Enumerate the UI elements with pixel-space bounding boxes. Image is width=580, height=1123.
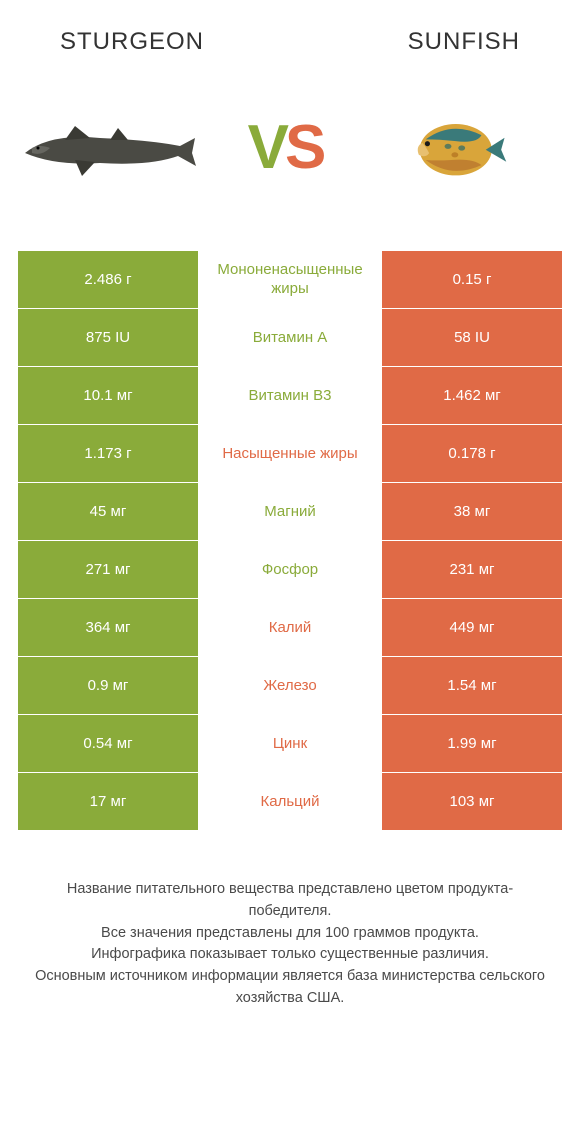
right-value: 103 мг [382,773,562,831]
nutrient-label: Мононенасыщенные жиры [198,251,382,309]
right-value: 38 мг [382,483,562,541]
nutrient-label: Магний [198,483,382,541]
nutrient-label: Железо [198,657,382,715]
footer-line: Название питательного вещества представл… [26,879,554,923]
nutrient-label: Витамин B3 [198,367,382,425]
header: STURGEON SUNFISH [0,0,580,66]
nutrient-label: Витамин A [198,309,382,367]
right-value: 231 мг [382,541,562,599]
table-row: 17 мгКальций103 мг [18,773,562,831]
nutrient-label: Кальций [198,773,382,831]
right-product-title: SUNFISH [408,28,520,56]
sturgeon-image [20,78,200,218]
hero-row: VS [0,66,580,251]
left-value: 271 мг [18,541,198,599]
vs-label: VS [248,112,323,183]
table-row: 0.54 мгЦинк1.99 мг [18,715,562,773]
right-value: 0.15 г [382,251,562,309]
footer-line: Основным источником информации является … [26,966,554,1010]
vs-s: S [285,113,322,182]
table-row: 875 IUВитамин A58 IU [18,309,562,367]
comparison-table: 2.486 гМононенасыщенные жиры0.15 г875 IU… [18,251,562,831]
sunfish-image [370,78,550,218]
footer-notes: Название питательного вещества представл… [0,831,580,1010]
right-value: 1.99 мг [382,715,562,773]
left-value: 0.54 мг [18,715,198,773]
table-row: 1.173 гНасыщенные жиры0.178 г [18,425,562,483]
footer-line: Инфографика показывает только существенн… [26,944,554,966]
right-value: 1.462 мг [382,367,562,425]
table-row: 2.486 гМононенасыщенные жиры0.15 г [18,251,562,309]
table-row: 0.9 мгЖелезо1.54 мг [18,657,562,715]
left-value: 0.9 мг [18,657,198,715]
left-value: 364 мг [18,599,198,657]
left-value: 10.1 мг [18,367,198,425]
right-value: 449 мг [382,599,562,657]
nutrient-label: Насыщенные жиры [198,425,382,483]
table-row: 45 мгМагний38 мг [18,483,562,541]
table-row: 271 мгФосфор231 мг [18,541,562,599]
left-value: 1.173 г [18,425,198,483]
left-product-title: STURGEON [60,28,204,56]
table-row: 10.1 мгВитамин B31.462 мг [18,367,562,425]
left-value: 875 IU [18,309,198,367]
nutrient-label: Калий [198,599,382,657]
right-value: 1.54 мг [382,657,562,715]
left-value: 2.486 г [18,251,198,309]
footer-line: Все значения представлены для 100 граммо… [26,923,554,945]
right-value: 58 IU [382,309,562,367]
table-row: 364 мгКалий449 мг [18,599,562,657]
nutrient-label: Фосфор [198,541,382,599]
nutrient-label: Цинк [198,715,382,773]
right-value: 0.178 г [382,425,562,483]
left-value: 17 мг [18,773,198,831]
vs-v: V [248,113,285,182]
left-value: 45 мг [18,483,198,541]
